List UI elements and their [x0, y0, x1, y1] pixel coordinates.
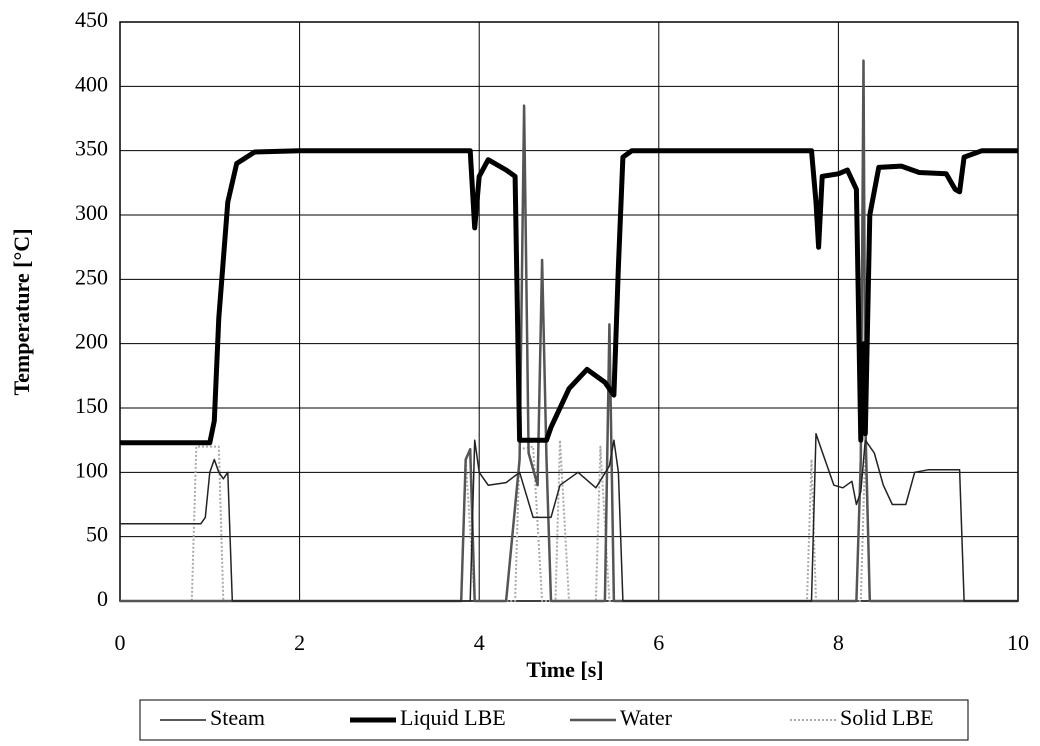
- x-tick-label: 2: [294, 630, 305, 655]
- plot-frame: [119, 21, 1019, 602]
- y-tick-label: 50: [86, 522, 108, 547]
- y-tick-label: 150: [75, 393, 108, 418]
- series-line: [120, 439, 1018, 602]
- x-tick-label: 4: [474, 630, 485, 655]
- legend-label: Steam: [210, 705, 265, 730]
- x-tick-label: 10: [1007, 630, 1029, 655]
- y-tick-label: 350: [75, 136, 108, 161]
- y-axis-label: Temperature [°C]: [9, 228, 34, 395]
- series-line: [120, 59, 1018, 603]
- y-tick-label: 100: [75, 457, 108, 482]
- y-tick-label: 200: [75, 329, 108, 354]
- y-tick-label: 400: [75, 71, 108, 96]
- y-tick-label: 250: [75, 264, 108, 289]
- series-line: [120, 148, 1018, 446]
- y-tick-label: 300: [75, 200, 108, 225]
- legend-label: Liquid LBE: [400, 705, 506, 730]
- legend-label: Water: [620, 705, 673, 730]
- y-tick-label: 450: [75, 7, 108, 32]
- x-tick-label: 0: [115, 630, 126, 655]
- legend-label: Solid LBE: [840, 705, 934, 730]
- y-tick-label: 0: [97, 586, 108, 611]
- x-axis-label: Time [s]: [526, 657, 603, 682]
- x-tick-label: 8: [833, 630, 844, 655]
- x-tick-label: 6: [653, 630, 664, 655]
- legend-box: [139, 699, 969, 741]
- series-line: [120, 432, 1018, 602]
